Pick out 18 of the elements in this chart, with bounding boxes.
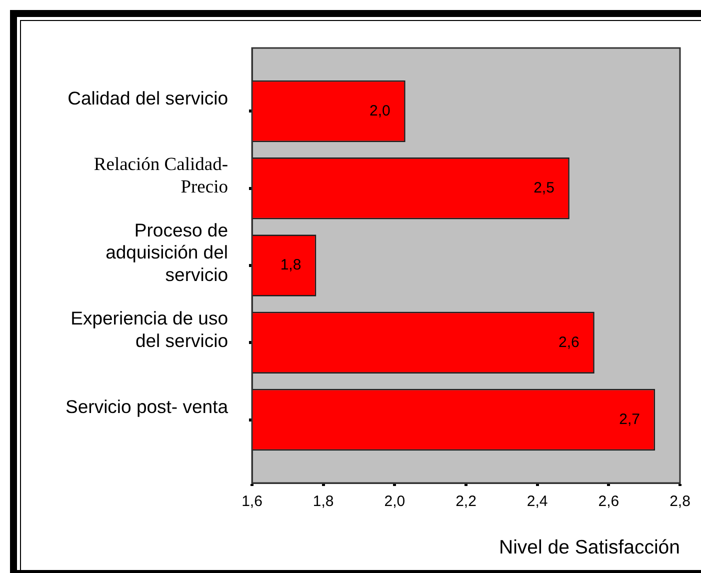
x-tick-label: 2,2 — [456, 493, 476, 510]
data-label: 2,7 — [619, 410, 640, 428]
y-tick-label: Proceso de adquisición del servicio — [106, 219, 228, 285]
x-tick-label: 2,0 — [384, 493, 406, 510]
x-axis-title: Nivel de Satisfacción — [498, 536, 680, 559]
data-label: 2,6 — [558, 334, 580, 351]
x-tick-label: 2,8 — [670, 493, 690, 510]
y-tick-label: Experiencia de uso del servicio — [70, 308, 228, 351]
x-tick-label: 1,8 — [312, 493, 334, 510]
x-tick-label: 2,4 — [526, 493, 548, 510]
x-tick-label: 2,6 — [598, 493, 620, 510]
x-tick-label: 1,6 — [242, 493, 262, 510]
data-label: 1,8 — [280, 256, 302, 274]
y-tick-label: Relación Calidad-Precio — [94, 155, 228, 198]
data-label: 2,0 — [370, 102, 390, 120]
data-label: 2,5 — [534, 180, 554, 197]
y-tick-label: Servicio post- venta — [66, 396, 229, 417]
y-tick-label: Calidad del servicio — [68, 87, 228, 108]
